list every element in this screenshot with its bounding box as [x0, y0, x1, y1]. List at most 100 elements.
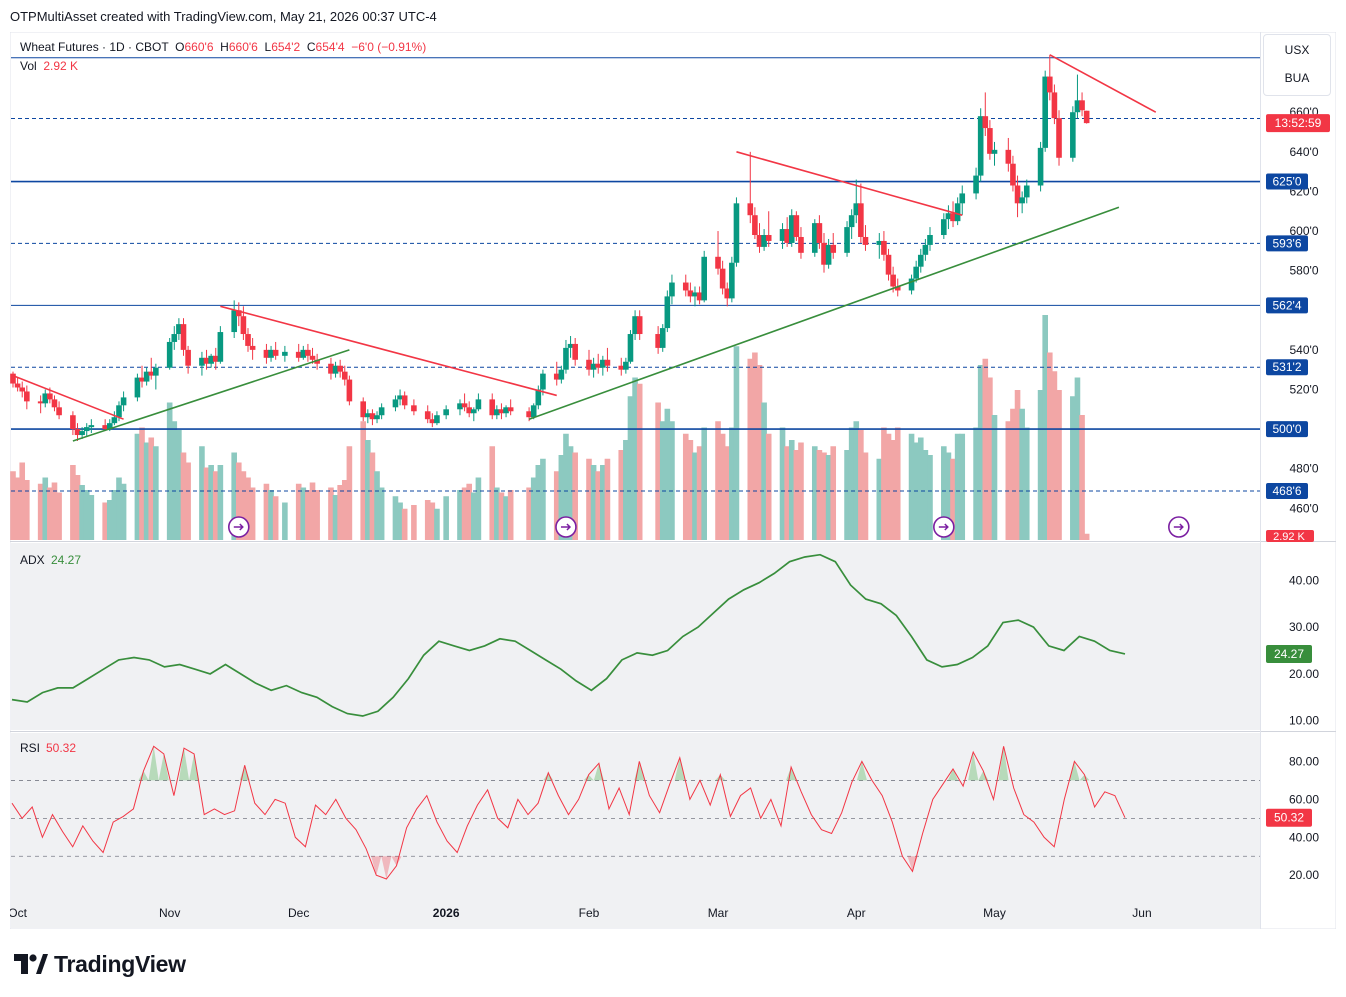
event-arrow: [1173, 523, 1184, 531]
symbol-title[interactable]: Wheat Futures · 1D · CBOT: [20, 40, 169, 54]
event-arrow: [938, 523, 949, 531]
date-axis-label: Jun: [1132, 906, 1151, 920]
rsi-overbought-fill: [148, 746, 159, 781]
tradingview-logo[interactable]: TradingView: [14, 950, 186, 978]
candle-body: [733, 203, 740, 263]
candle-body: [263, 349, 270, 358]
candle-body: [443, 409, 449, 416]
candle-body: [365, 413, 371, 418]
volume-bar: [724, 446, 731, 540]
chart-svg[interactable]: ADX 24.27 RSI 50.32 Oct Nov Dec 2026 Feb Mar Apr…: [8, 31, 1337, 930]
candle-body: [106, 423, 113, 430]
candle-body: [913, 266, 919, 279]
change-value: −6'0 (−0.91%): [351, 40, 427, 54]
candle-body: [240, 316, 247, 335]
volume-bar: [1079, 415, 1085, 540]
volume-bar: [268, 490, 274, 540]
candle-body: [139, 377, 145, 382]
volume-bar: [397, 502, 403, 540]
price-tick-label: 640'0: [1290, 145, 1319, 159]
candle-body: [245, 334, 251, 346]
rsi-overbought-fill: [189, 753, 200, 781]
candle-body: [558, 369, 565, 380]
candle-body: [973, 175, 979, 194]
volume-bar: [134, 433, 141, 540]
volume-bar: [360, 421, 367, 540]
volume-bar: [1083, 533, 1090, 540]
volume-bar: [166, 402, 173, 540]
candle-body: [530, 405, 537, 418]
candle-body: [231, 310, 237, 333]
volume-bar: [563, 433, 569, 540]
candle-body: [752, 215, 758, 236]
candle-body: [42, 393, 49, 404]
volume-bar: [687, 440, 694, 540]
volume-bar: [954, 433, 961, 540]
volume-bar: [378, 487, 385, 540]
candle-body: [655, 334, 661, 348]
volume-bar: [208, 465, 214, 540]
volume-bar: [295, 483, 302, 540]
volume-bar: [696, 446, 703, 540]
volume-label[interactable]: Vol: [20, 59, 37, 73]
volume-bar: [1019, 408, 1025, 540]
dividend-event-icon: [227, 516, 250, 538]
volume-bar: [300, 487, 307, 540]
candle-body: [19, 387, 26, 392]
author-header: OTPMultiAsset created with TradingView.c…: [10, 9, 437, 24]
rsi-line: [11, 745, 1126, 880]
candle-body: [941, 219, 947, 236]
volume-bar: [825, 455, 832, 540]
volume-bar: [434, 508, 440, 540]
volume-bar: [461, 487, 468, 540]
volume-bar: [314, 490, 320, 540]
volume-bar: [235, 462, 242, 540]
candle-body: [572, 343, 578, 360]
candle-body: [724, 288, 731, 299]
candle-body: [1023, 185, 1030, 198]
candle-body: [1074, 100, 1081, 113]
currency-bua[interactable]: BUA: [1284, 71, 1310, 85]
volume-bar: [659, 421, 666, 540]
volume-bar: [282, 502, 288, 540]
volume-legend: Vol 2.92 K: [20, 59, 78, 73]
price-level-badge-text: 562'4: [1273, 298, 1302, 312]
volume-bar: [1056, 390, 1062, 540]
price-level-badge-text: 531'2: [1273, 360, 1302, 374]
trendline-resistance: [736, 151, 963, 216]
price-tick-label: 480'0: [1290, 462, 1319, 476]
volume-badge: [1266, 530, 1314, 542]
volume-bar: [56, 492, 62, 540]
volume-bar: [1037, 390, 1044, 540]
volume-bar: [553, 471, 560, 540]
candle-body: [24, 391, 30, 402]
volume-bar: [240, 471, 247, 540]
candle-body: [134, 377, 141, 398]
candle-body: [844, 227, 850, 253]
price-tick-label: 540'0: [1290, 343, 1319, 357]
date-axis-label: Apr: [847, 906, 866, 920]
date-axis-label: Dec: [288, 906, 309, 920]
volume-bar: [341, 480, 348, 540]
candle-body: [788, 215, 795, 243]
candle-body: [595, 363, 602, 368]
rsi-pane-bg: [11, 733, 1260, 898]
candle-body: [858, 203, 864, 237]
candle-body: [991, 149, 998, 154]
currency-usx[interactable]: USX: [1284, 43, 1310, 57]
volume-bar: [245, 477, 251, 540]
candle-body: [401, 395, 408, 406]
volume-bar: [70, 465, 76, 540]
chart-frame[interactable]: ADX 24.27 RSI 50.32 Oct Nov Dec 2026 Feb Mar Apr…: [8, 31, 1337, 930]
volume-bar: [793, 450, 800, 540]
volume-bar: [692, 452, 698, 540]
close-label: C: [306, 40, 316, 54]
rsi-value-badge-text: 50.32: [1274, 811, 1304, 825]
price-tick-label: 600'0: [1290, 224, 1319, 238]
candle-body: [341, 371, 348, 380]
rsi-oversold-fill: [371, 856, 382, 876]
tradingview-logo-text: TradingView: [54, 950, 186, 977]
rsi-overbought-fill: [1069, 761, 1080, 781]
candle-body: [466, 407, 472, 414]
candle-body: [793, 215, 800, 237]
